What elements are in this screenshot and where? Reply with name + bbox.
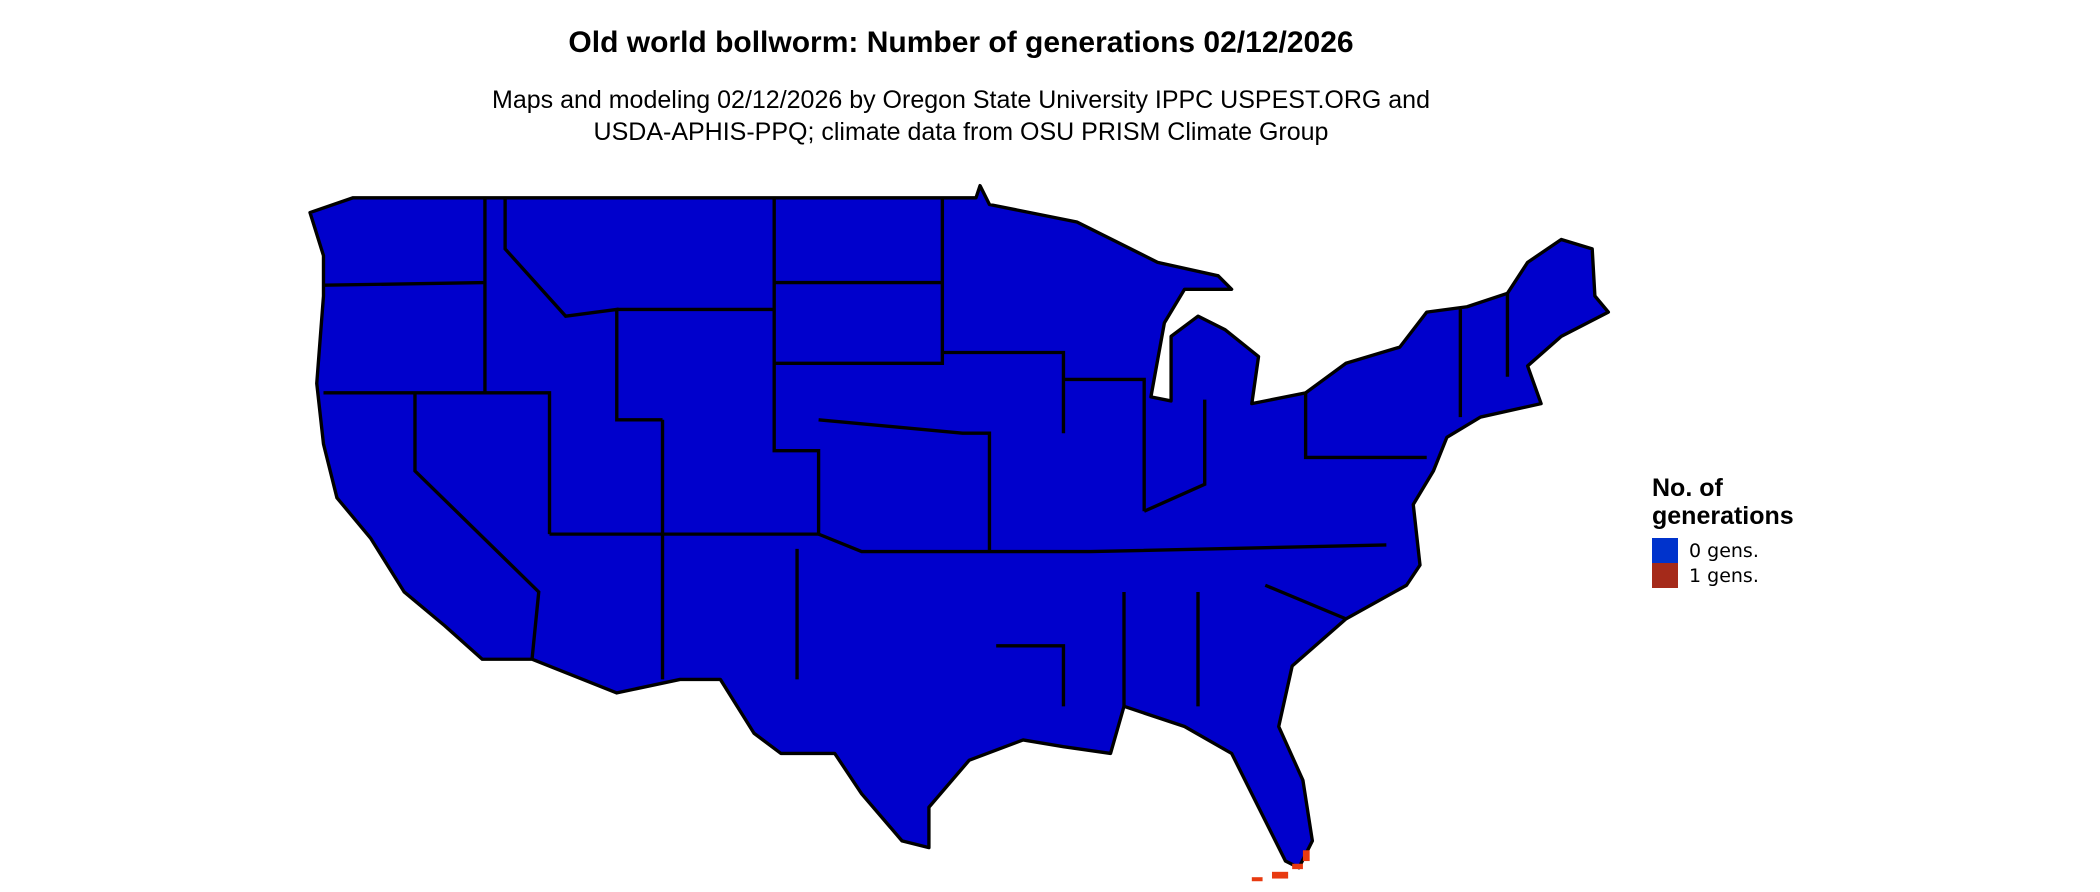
map-title: Old world bollworm: Number of generation… bbox=[568, 26, 1354, 59]
legend-item-0-gens: 0 gens. bbox=[1652, 538, 1794, 563]
legend-label: 1 gens. bbox=[1689, 564, 1759, 587]
legend-title: No. of generations bbox=[1652, 474, 1794, 530]
state-borders bbox=[323, 197, 1510, 707]
legend-swatch-blue bbox=[1652, 538, 1678, 563]
legend-item-1-gens: 1 gens. bbox=[1652, 563, 1794, 588]
legend-label: 0 gens. bbox=[1689, 539, 1759, 562]
florida-keys bbox=[1251, 850, 1310, 882]
us-land-area bbox=[308, 183, 1611, 870]
subtitle-line-1: Maps and modeling 02/12/2026 by Oregon S… bbox=[492, 86, 1430, 114]
legend-title-line-2: generations bbox=[1652, 502, 1794, 530]
legend: No. of generations 0 gens. 1 gens. bbox=[1652, 474, 1794, 588]
legend-swatch-red bbox=[1652, 563, 1678, 588]
legend-title-line-1: No. of bbox=[1652, 474, 1723, 502]
subtitle-line-2: USDA-APHIS-PPQ; climate data from OSU PR… bbox=[593, 118, 1329, 146]
